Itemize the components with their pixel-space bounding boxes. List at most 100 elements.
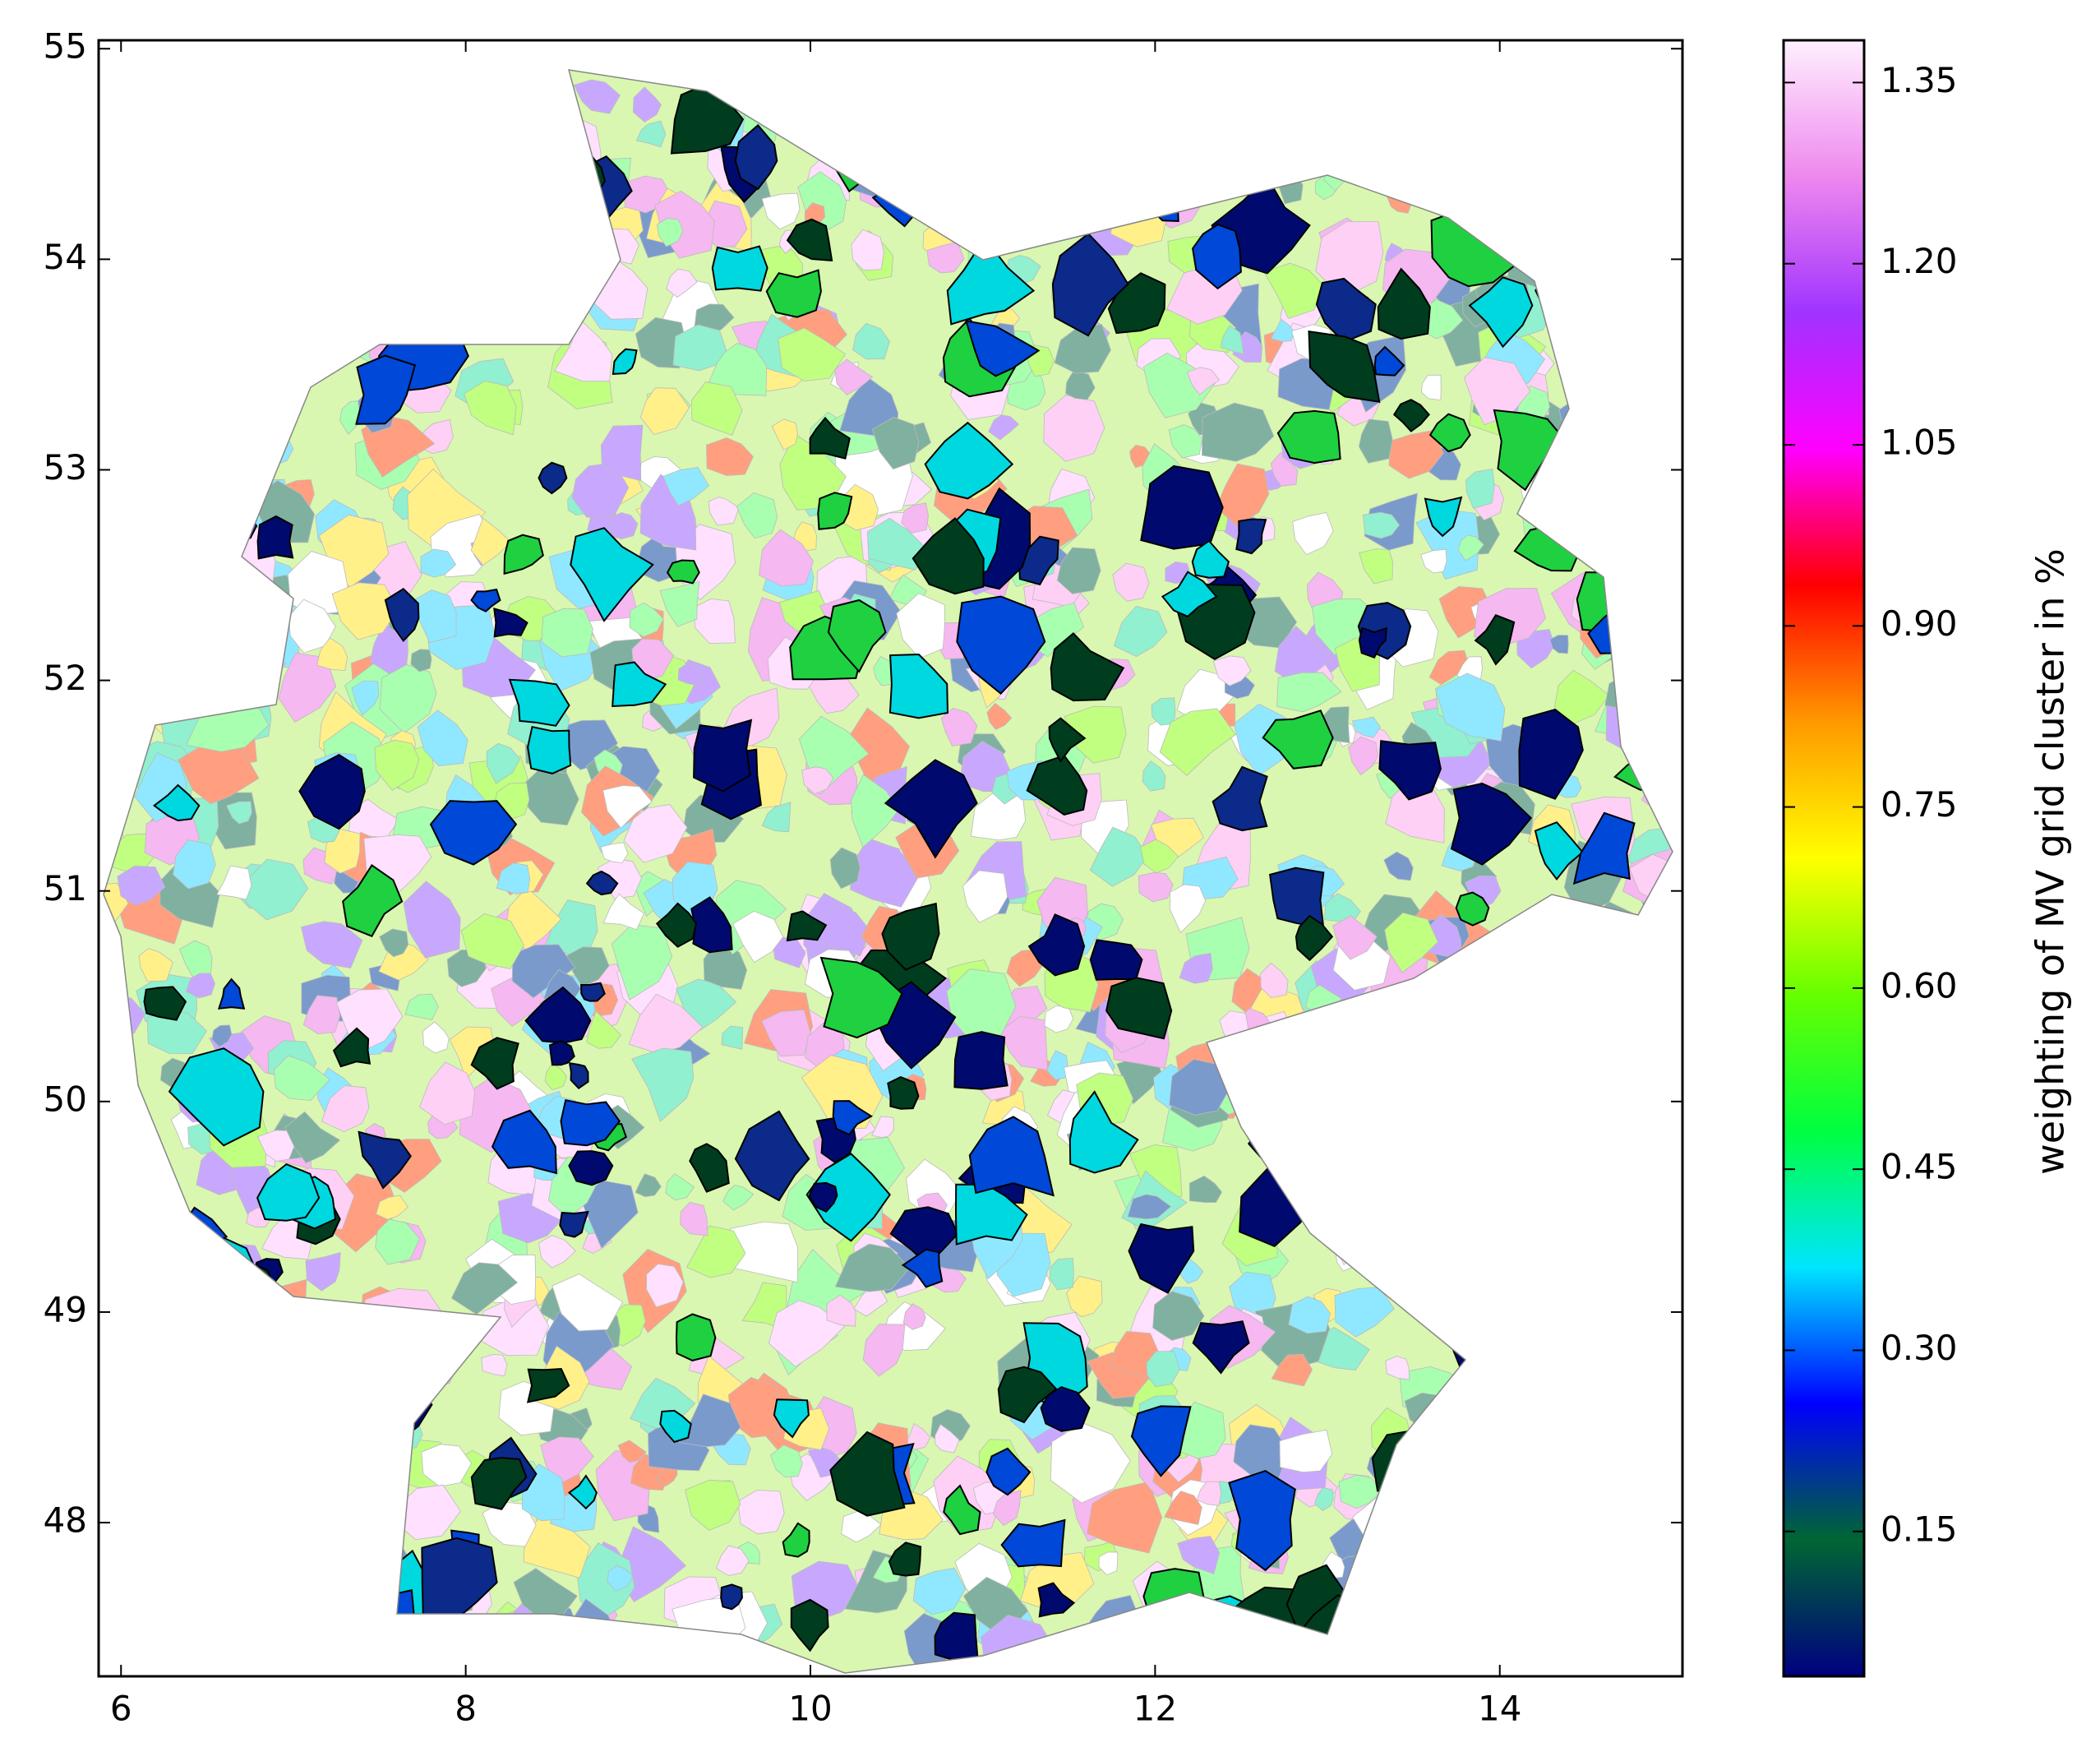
district bbox=[144, 295, 212, 366]
district bbox=[340, 1558, 378, 1594]
district bbox=[493, 130, 525, 166]
district bbox=[205, 564, 258, 606]
district bbox=[1663, 160, 1673, 192]
colorbar-tick-label: 0.30 bbox=[1881, 1328, 1958, 1368]
district bbox=[1224, 90, 1288, 168]
district bbox=[1665, 1269, 1673, 1295]
district bbox=[182, 404, 256, 464]
district bbox=[1491, 977, 1516, 1001]
district bbox=[426, 280, 450, 307]
district bbox=[177, 1431, 238, 1490]
district bbox=[1140, 465, 1224, 550]
district bbox=[953, 148, 1022, 210]
district bbox=[538, 1235, 576, 1269]
district bbox=[310, 1328, 335, 1355]
colorbar-tick-label: 1.05 bbox=[1881, 422, 1958, 462]
district bbox=[1525, 937, 1581, 1023]
district bbox=[1090, 70, 1155, 83]
district bbox=[958, 183, 1013, 238]
district bbox=[1451, 1287, 1532, 1357]
district bbox=[353, 280, 423, 326]
district bbox=[367, 70, 409, 71]
district bbox=[974, 145, 1037, 206]
district bbox=[143, 1348, 197, 1402]
district bbox=[436, 133, 483, 178]
district bbox=[207, 219, 261, 266]
district bbox=[1337, 124, 1369, 158]
district bbox=[1132, 100, 1209, 161]
district bbox=[1442, 1028, 1512, 1081]
district bbox=[159, 1473, 202, 1527]
district bbox=[524, 986, 592, 1044]
district bbox=[901, 1248, 944, 1288]
district bbox=[931, 135, 999, 208]
district bbox=[1080, 137, 1134, 192]
district bbox=[1350, 1051, 1402, 1110]
district bbox=[965, 169, 1027, 257]
district bbox=[1524, 1024, 1558, 1059]
district bbox=[151, 284, 229, 354]
district bbox=[1371, 1430, 1454, 1492]
district bbox=[665, 1173, 695, 1201]
district bbox=[672, 324, 727, 372]
district bbox=[349, 1569, 375, 1592]
district bbox=[104, 1353, 136, 1388]
district bbox=[1558, 218, 1621, 280]
district bbox=[429, 116, 483, 182]
district bbox=[1538, 193, 1580, 237]
district bbox=[104, 1057, 122, 1097]
district bbox=[339, 110, 375, 143]
district bbox=[1521, 1478, 1599, 1543]
district bbox=[333, 1597, 390, 1644]
district bbox=[1188, 1175, 1223, 1204]
district bbox=[1466, 1159, 1531, 1220]
district bbox=[147, 361, 183, 400]
district bbox=[655, 902, 698, 948]
district bbox=[1573, 465, 1597, 497]
district bbox=[720, 1583, 743, 1611]
district bbox=[104, 1135, 127, 1164]
district bbox=[165, 613, 188, 637]
district bbox=[340, 1630, 399, 1673]
district bbox=[1560, 963, 1590, 1005]
y-tick-label: 51 bbox=[44, 868, 87, 908]
district bbox=[600, 424, 644, 482]
district bbox=[1407, 70, 1458, 75]
y-tick-label: 53 bbox=[44, 447, 87, 488]
district bbox=[1066, 1275, 1103, 1318]
district bbox=[1421, 374, 1442, 401]
district bbox=[1643, 945, 1673, 980]
district bbox=[1425, 1072, 1460, 1114]
district bbox=[1089, 826, 1148, 887]
district bbox=[734, 123, 778, 191]
district bbox=[1607, 1349, 1651, 1415]
district bbox=[1553, 669, 1610, 725]
colorbar-tick-label: 0.15 bbox=[1881, 1509, 1958, 1549]
district bbox=[1572, 1497, 1651, 1567]
district bbox=[145, 266, 192, 316]
district bbox=[1048, 717, 1087, 763]
district bbox=[829, 847, 861, 890]
district bbox=[734, 1110, 810, 1202]
district bbox=[612, 348, 638, 375]
district bbox=[1439, 1428, 1487, 1473]
district bbox=[413, 80, 468, 128]
district bbox=[1209, 70, 1267, 122]
district bbox=[226, 801, 252, 825]
district bbox=[632, 86, 662, 122]
district bbox=[1528, 212, 1573, 258]
district bbox=[419, 1061, 476, 1125]
district bbox=[1625, 346, 1663, 385]
district bbox=[377, 1435, 402, 1462]
district bbox=[1613, 392, 1668, 444]
district bbox=[930, 174, 982, 219]
district bbox=[302, 995, 341, 1035]
district bbox=[1338, 1474, 1382, 1509]
district bbox=[1152, 1291, 1205, 1341]
district bbox=[178, 341, 257, 414]
district bbox=[152, 783, 201, 822]
district bbox=[416, 263, 438, 289]
district bbox=[529, 1661, 591, 1673]
district bbox=[154, 1648, 188, 1673]
district bbox=[1417, 70, 1483, 123]
